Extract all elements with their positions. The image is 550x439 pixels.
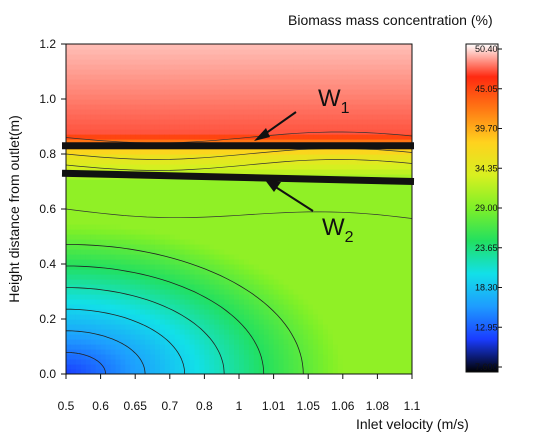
colorbar-tick-label: 12.95: [475, 322, 498, 332]
x-tick-label: 1.1: [404, 399, 421, 413]
w2-label: W2: [322, 214, 354, 246]
contour-line: [66, 159, 412, 171]
colorbar-tick-label: 18.30: [475, 283, 498, 293]
contour-lines: [66, 131, 412, 374]
w1-arrowhead: [254, 128, 270, 141]
y-tick-label: 1.0: [39, 92, 56, 106]
x-tick-label: 1.05: [297, 399, 321, 413]
contour-line: [66, 352, 106, 374]
x-tick-label: 1: [236, 399, 243, 413]
w2-line: [61, 169, 415, 185]
annotation-layer: W1 W2: [61, 85, 415, 246]
x-tick-label: 0.5: [58, 399, 75, 413]
x-tick-label: 0.65: [124, 399, 148, 413]
x-tick-label: 1.01: [262, 399, 286, 413]
x-axis: 0.5 0.6 0.65 0.7 0.8 1 1.01 1.05 1.06 1.08 1.1: [58, 374, 421, 413]
colorbar-tick-label: 45.05: [475, 84, 498, 94]
contour-line: [66, 308, 185, 374]
colorbar-tick-label: 50.40: [475, 44, 498, 54]
contour-line: [66, 265, 265, 374]
x-axis-label: Inlet velocity (m/s): [356, 416, 469, 432]
heatmap-field: [66, 44, 412, 374]
y-axis-label: Height distance from outlet(m): [6, 115, 22, 303]
y-tick-label: 0.8: [39, 147, 56, 161]
contour-line: [66, 244, 304, 374]
y-tick-label: 1.2: [39, 37, 56, 51]
y-tick-label: 0.2: [39, 312, 56, 326]
x-tick-label: 1.08: [366, 399, 390, 413]
w2-arrow: [273, 185, 314, 212]
w2-arrowhead: [265, 180, 281, 192]
colorbar-tick-label: 7.600: [475, 362, 498, 372]
contour-line: [66, 330, 146, 374]
y-tick-label: 0.0: [39, 367, 56, 381]
w1-label: W1: [318, 85, 350, 117]
x-tick-label: 0.6: [92, 399, 109, 413]
x-tick-label: 0.8: [196, 399, 213, 413]
x-tick-label: 0.7: [161, 399, 178, 413]
y-tick-label: 0.6: [39, 202, 56, 216]
colorbar-label: Biomass mass concentration (%): [288, 12, 493, 28]
colorbar-gradient: [465, 43, 499, 373]
colorbar-tick-label: 34.35: [475, 163, 498, 173]
colorbar-tick-label: 39.70: [475, 124, 498, 134]
colorbar: 50.40 45.05 39.70 34.35 29.00 23.65 18.30 12.95…: [465, 43, 502, 373]
contour-line: [66, 131, 412, 144]
colorbar-tick-label: 29.00: [475, 203, 498, 213]
contour-line: [66, 287, 225, 374]
contour-line: [66, 208, 412, 219]
y-tick-label: 0.4: [39, 257, 56, 271]
colorbar-tick-label: 23.65: [475, 243, 498, 253]
y-axis: 0.0 0.2 0.4 0.6 0.8 1.0 1.2: [39, 37, 66, 381]
x-tick-label: 1.06: [331, 399, 355, 413]
